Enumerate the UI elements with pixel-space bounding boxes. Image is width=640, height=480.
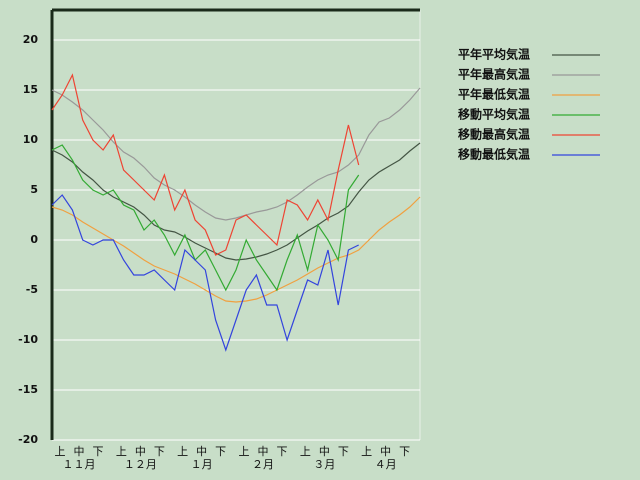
- x-month-label: ３月: [313, 458, 335, 471]
- legend-label: 移動平均気温: [458, 107, 530, 122]
- y-tick-label: -10: [18, 333, 38, 346]
- x-dekad-label: 中: [380, 445, 391, 458]
- x-month-label: ４月: [375, 458, 397, 471]
- y-tick-label: 5: [30, 183, 38, 196]
- legend-label: 平年最低気温: [458, 87, 530, 102]
- series-line: [51, 144, 360, 292]
- series-line: [51, 87, 421, 221]
- x-dekad-label: 上: [300, 445, 311, 458]
- y-tick-label: 0: [30, 233, 38, 246]
- x-month-label: １２月: [124, 458, 157, 471]
- x-dekad-label: 下: [277, 445, 288, 458]
- x-dekad-label: 下: [154, 445, 165, 458]
- legend-label: 平年平均気温: [458, 47, 530, 62]
- x-dekad-label: 下: [215, 445, 226, 458]
- y-tick-label: 10: [23, 133, 39, 146]
- series-line: [51, 196, 421, 303]
- x-dekad-label: 上: [177, 445, 188, 458]
- y-tick-label: -20: [18, 433, 38, 446]
- series-line: [51, 142, 421, 261]
- x-month-label: １１月: [63, 458, 96, 471]
- series-line: [51, 73, 360, 256]
- legend-label: 移動最高気温: [458, 127, 530, 142]
- x-dekad-label: 中: [196, 445, 207, 458]
- x-dekad-label: 上: [55, 445, 66, 458]
- x-dekad-label: 上: [361, 445, 372, 458]
- legend-label: 移動最低気温: [458, 147, 530, 162]
- legend-label: 平年最高気温: [458, 67, 530, 82]
- x-dekad-label: 下: [338, 445, 349, 458]
- x-month-label: ２月: [252, 458, 274, 471]
- x-dekad-label: 中: [319, 445, 330, 458]
- x-dekad-label: 上: [116, 445, 127, 458]
- x-dekad-label: 上: [239, 445, 250, 458]
- series-line: [51, 194, 359, 352]
- x-month-label: １月: [191, 458, 213, 471]
- x-dekad-label: 下: [93, 445, 104, 458]
- y-tick-label: 20: [23, 33, 39, 46]
- x-dekad-label: 中: [258, 445, 269, 458]
- y-tick-label: -5: [26, 283, 38, 296]
- x-dekad-label: 中: [74, 445, 85, 458]
- y-tick-label: 15: [23, 83, 38, 96]
- x-dekad-label: 中: [135, 445, 146, 458]
- x-dekad-label: 下: [399, 445, 410, 458]
- y-tick-label: -15: [18, 383, 38, 396]
